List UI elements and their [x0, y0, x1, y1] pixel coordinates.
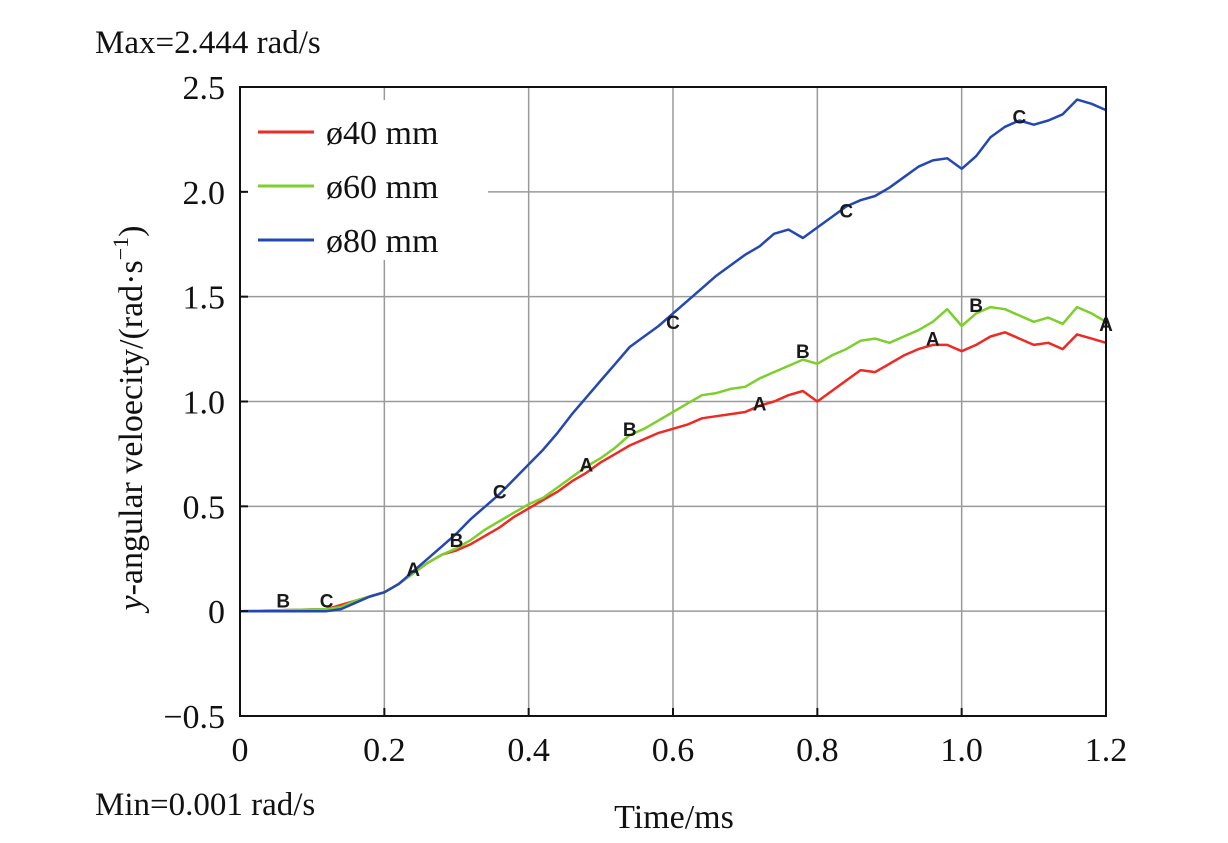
legend-label: ø80 mm [326, 223, 438, 260]
marker-label-B: B [450, 531, 464, 552]
marker-label-C: C [320, 592, 334, 613]
marker-label-C: C [1013, 107, 1027, 128]
axis-ticks [239, 86, 1107, 717]
y-axis-title-main: -angular veloecity/(rad·s [113, 260, 150, 595]
marker-label-C: C [839, 202, 853, 223]
y-tick-label: 1.5 [183, 280, 226, 317]
y-tick-label: 0 [208, 594, 225, 631]
marker-label-B: B [623, 420, 637, 441]
legend-label: ø60 mm [326, 169, 438, 206]
marker-label-B: B [276, 592, 290, 613]
y-axis-title: y-angular veloecity/(rad·s−1) [108, 226, 150, 614]
marker-label-A: A [926, 330, 940, 351]
grid [240, 87, 1106, 716]
legend-label: ø40 mm [326, 115, 438, 152]
marker-label-A: A [580, 455, 594, 476]
marker-label-C: C [666, 313, 680, 334]
x-tick-label: 0.4 [507, 732, 550, 769]
axis-tick-labels: 0 0.2 0.4 0.6 0.8 1.0 1.2−0.500.51.01.52.02.5 [163, 70, 1127, 769]
x-tick-label: 0.6 [652, 732, 695, 769]
marker-label-B: B [969, 296, 983, 317]
series-lines [239, 98, 1107, 613]
y-tick-label: 2.0 [183, 175, 226, 212]
x-tick-label: 1.0 [940, 732, 983, 769]
series-line-3 [240, 98, 1107, 613]
y-tick-label: 1.0 [183, 385, 226, 422]
x-tick-label: 0 [232, 732, 249, 769]
x-tick-label: 1.2 [1085, 732, 1128, 769]
legend-entries: ø40 mm ø60 mm ø80 mm [258, 115, 438, 260]
legend [248, 100, 488, 260]
marker-label-B: B [796, 342, 810, 363]
y-axis-title-exponent: −1 [108, 237, 133, 260]
y-axis-title-italic: y [113, 594, 150, 613]
y-tick-label: 0.5 [183, 489, 226, 526]
x-tick-label: 0.8 [796, 732, 839, 769]
x-tick-label: 0.2 [363, 732, 406, 769]
min-annotation: Min=0.001 rad/s [95, 787, 315, 823]
y-tick-label: 2.5 [183, 70, 226, 107]
marker-label-A: A [406, 560, 420, 581]
y-axis-title-close: ) [113, 226, 150, 237]
marker-label-C: C [493, 483, 507, 504]
x-axis-title: Time/ms [614, 799, 734, 836]
max-annotation: Max=2.444 rad/s [95, 25, 321, 61]
series-line-2 [239, 305, 1107, 613]
marker-label-A: A [753, 395, 767, 416]
y-tick-label: −0.5 [163, 699, 225, 736]
